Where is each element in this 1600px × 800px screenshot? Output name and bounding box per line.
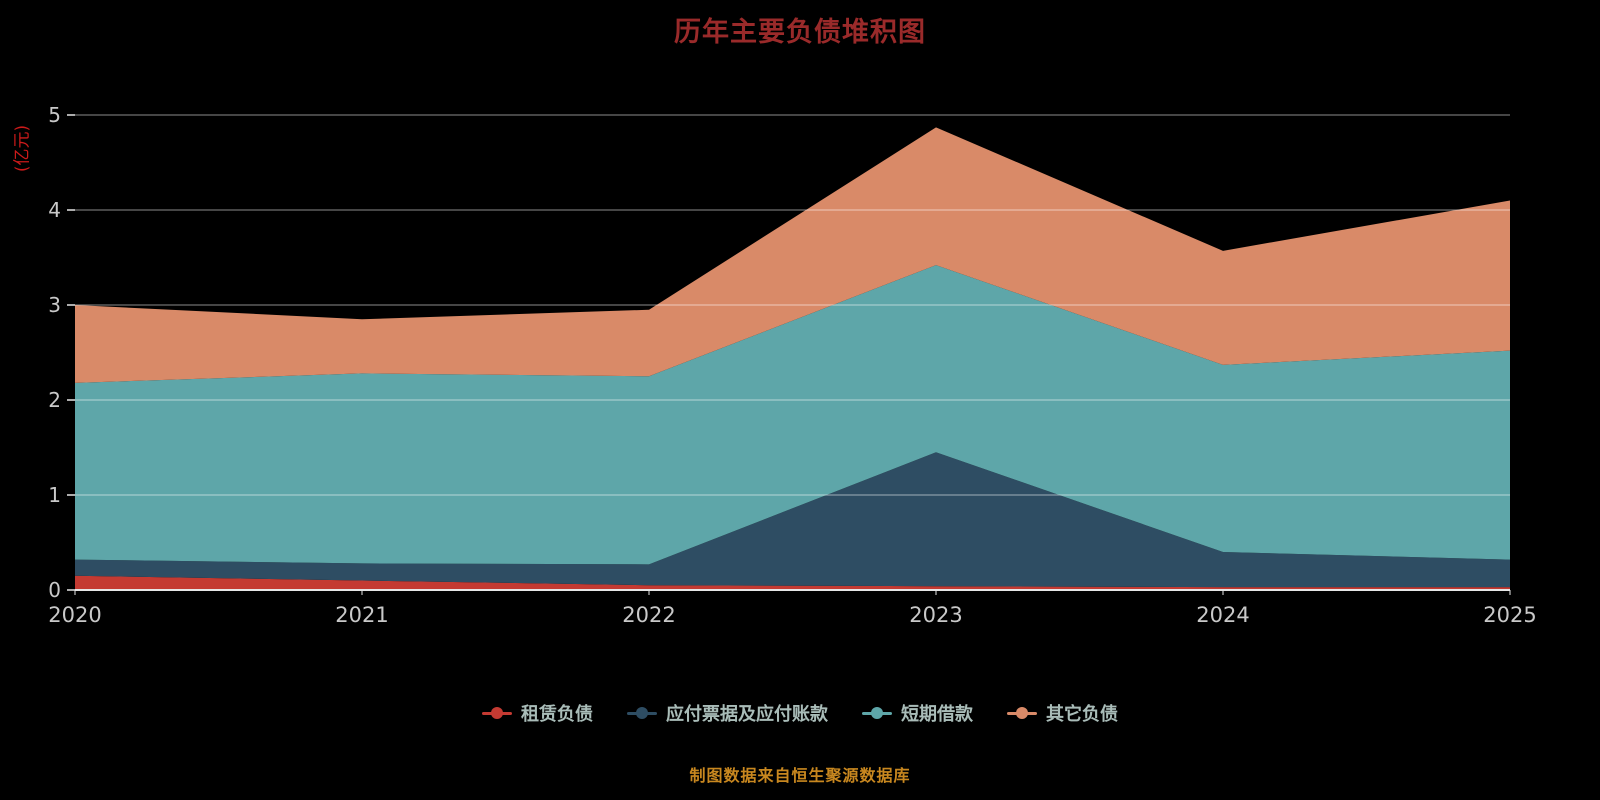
legend-item-3[interactable]: 短期借款	[862, 700, 973, 726]
y-tick-label: 0	[48, 578, 61, 602]
x-tick-label: 2022	[622, 603, 675, 627]
legend-label: 应付票据及应付账款	[666, 704, 828, 725]
y-tick-label: 4	[48, 198, 61, 222]
data-source-note: 制图数据来自恒生聚源数据库	[689, 766, 911, 785]
y-tick-label: 5	[48, 103, 61, 127]
y-tick-label: 1	[48, 483, 61, 507]
legend-label: 其它负债	[1046, 704, 1118, 725]
x-tick-label: 2023	[909, 603, 962, 627]
y-tick-label: 3	[48, 293, 61, 317]
x-tick-label: 2020	[48, 603, 101, 627]
legend-marker-icon	[627, 706, 657, 720]
legend-marker-icon	[1007, 706, 1037, 720]
legend-item-2[interactable]: 应付票据及应付账款	[627, 700, 828, 726]
x-tick-label: 2021	[335, 603, 388, 627]
chart-title: 历年主要负债堆积图	[674, 17, 926, 48]
x-tick-label: 2025	[1483, 603, 1536, 627]
x-tick-label: 2024	[1196, 603, 1249, 627]
legend-item-4[interactable]: 其它负债	[1007, 700, 1118, 726]
legend-label: 租赁负债	[521, 704, 593, 725]
area-series-4	[75, 127, 1510, 383]
area-series-1	[75, 575, 1510, 590]
stacked-area-chart: 0 1 2 3 4 5 2020 2021 2022 2023 2024 2025	[48, 103, 1536, 627]
legend-marker-icon	[482, 706, 512, 720]
chart-legend: 租赁负债 应付票据及应付账款 短期借款 其它负债	[0, 700, 1600, 726]
y-tick-label: 2	[48, 388, 61, 412]
legend-item-1[interactable]: 租赁负债	[482, 700, 593, 726]
area-series-2	[75, 452, 1510, 588]
legend-marker-icon	[862, 706, 892, 720]
legend-label: 短期借款	[901, 704, 973, 725]
